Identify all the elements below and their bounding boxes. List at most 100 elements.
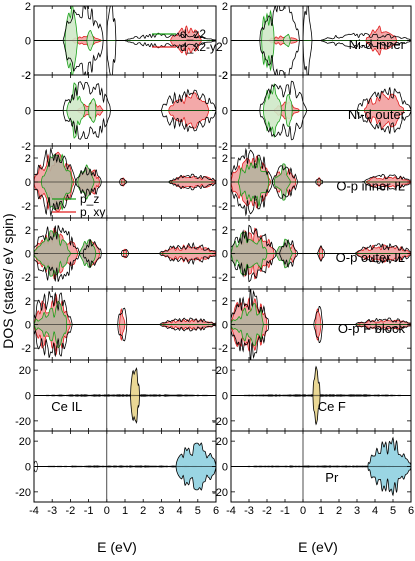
red-band-fill: [34, 40, 216, 55]
pz-band-fill: [231, 231, 411, 254]
green-band-fill: [34, 83, 216, 111]
x-tick-label: 2: [140, 505, 146, 517]
y-tick-label: 0: [25, 36, 31, 48]
pz-band-fill: [34, 230, 216, 254]
x-tick-label: 0: [104, 505, 110, 517]
x-tick-label: 4: [177, 505, 183, 517]
total-dos-line: [34, 225, 216, 254]
pr-f-band-fill: [231, 466, 411, 496]
y-tick-label: 2: [222, 1, 228, 13]
y-tick-label: -20: [212, 416, 228, 428]
dos-panel: -2 0 2 O-p inner IL: [218, 145, 412, 219]
x-tick-label: -3: [244, 505, 254, 517]
x-tick-label: 1: [318, 505, 324, 517]
y-tick-label: 2: [25, 70, 31, 82]
y-tick-label: 0: [222, 462, 228, 474]
y-tick-label: 0: [222, 391, 228, 403]
ce-f-band-fill: [34, 368, 216, 396]
total-dos-line: [34, 324, 216, 358]
panel-plot-area: [231, 147, 411, 217]
y-tick-label: -2: [218, 201, 228, 213]
pz-band-fill: [231, 253, 411, 276]
dos-panel: -2 0 2 d_z2d_x2-y2: [21, 1, 223, 82]
pz-band-fill: [231, 324, 411, 346]
y-tick-label: 0: [25, 106, 31, 118]
y-tick-label: 20: [216, 365, 228, 377]
x-tick-label: 6: [213, 505, 219, 517]
y-tick-label: -2: [21, 272, 31, 284]
green-band-fill: [231, 84, 411, 111]
dos-panel: -20 0 20 Ce F: [212, 359, 412, 432]
panel-label: O-p inner IL: [336, 179, 405, 194]
y-tick-label: 20: [19, 365, 31, 377]
pr-f-band-fill: [231, 437, 411, 467]
x-tick-label: -2: [262, 505, 272, 517]
red-band-fill: [34, 110, 216, 129]
pz-band-fill: [34, 324, 216, 348]
panel-label: Pr: [325, 470, 339, 485]
pz-band-fill: [34, 301, 216, 325]
y-tick-label: 20: [19, 436, 31, 448]
y-tick-label: 0: [25, 177, 31, 189]
y-tick-label: -20: [15, 487, 31, 499]
y-tick-label: -2: [21, 343, 31, 355]
dos-panel: -2 0 2 Ni-d inner: [218, 1, 412, 82]
green-band-fill: [231, 40, 411, 70]
panel-label: O-p outer IL: [336, 250, 405, 265]
x-tick-label: -4: [29, 505, 39, 517]
legend-d: d_z2d_x2-y2: [152, 27, 223, 54]
y-tick-label: 2: [25, 296, 31, 308]
pz-band-fill: [34, 253, 216, 277]
y-tick-label: 0: [25, 391, 31, 403]
x-tick-label: 1: [122, 505, 128, 517]
y-tick-label: 2: [25, 225, 31, 237]
x-axis-label-left: E (eV): [97, 539, 137, 555]
pxy-band-line: [231, 253, 411, 280]
red-band-fill: [231, 92, 411, 111]
y-tick-label: 0: [25, 320, 31, 332]
total-dos-line: [231, 324, 411, 360]
x-tick-label: -1: [84, 505, 94, 517]
total-dos-line: [34, 253, 216, 282]
green-band-fill: [34, 6, 216, 41]
pr-f-band-fill: [34, 466, 216, 491]
y-axis-label: DOS (states/ eV spin): [0, 213, 16, 348]
x-tick-label: 4: [372, 505, 378, 517]
red-band-fill: [231, 110, 411, 129]
dos-panel: -2 0 2 O-p outer IL: [218, 217, 412, 290]
green-band-fill: [34, 40, 216, 75]
dos-panel: -2 0 2: [21, 217, 217, 290]
x-tick-label: 0: [300, 505, 306, 517]
dos-panel: -2 0 2: [21, 288, 217, 361]
y-tick-label: 2: [25, 1, 31, 13]
x-tick-label: -2: [66, 505, 76, 517]
dos-panel: -2 0 2 p_zp_xy: [21, 145, 217, 219]
y-tick-label: 2: [222, 70, 228, 82]
y-tick-label: 0: [222, 177, 228, 189]
green-band-fill: [34, 110, 216, 138]
y-tick-label: 0: [25, 249, 31, 261]
dos-panel: -20 0 20 Ce IL: [15, 359, 217, 432]
red-band-fill: [231, 40, 411, 56]
red-band-fill: [231, 25, 411, 41]
total-dos-line: [231, 224, 411, 254]
y-tick-label: -2: [218, 141, 228, 153]
y-tick-label: 2: [222, 153, 228, 165]
y-tick-label: 0: [222, 320, 228, 332]
total-dos-line: [231, 181, 411, 217]
y-tick-label: -2: [21, 70, 31, 82]
x-tick-label: -1: [280, 505, 290, 517]
x-tick-label: 3: [354, 505, 360, 517]
green-band-fill: [231, 11, 411, 41]
y-tick-label: 2: [25, 153, 31, 165]
panel-label: O-p F block: [338, 321, 406, 336]
y-tick-label: 0: [25, 462, 31, 474]
pz-band-fill: [231, 157, 411, 182]
dos-panel: -2 0 2 O-p F block: [218, 288, 412, 361]
panel-label: Ce IL: [51, 399, 82, 414]
legend-entry: p_xy: [80, 205, 105, 219]
x-tick-label: 5: [390, 505, 396, 517]
y-tick-label: -2: [218, 343, 228, 355]
